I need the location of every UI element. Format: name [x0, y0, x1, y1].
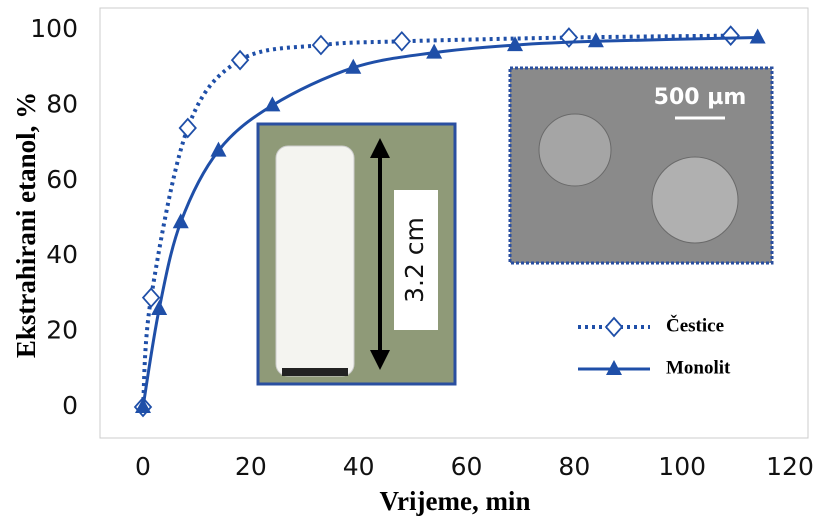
y-axis-label: Ekstrahirani etanol, %	[11, 92, 41, 358]
sem-inset: 500 µm	[508, 66, 774, 265]
annotation: 500 µm	[654, 85, 747, 110]
series-line	[141, 36, 758, 408]
legend-marker	[604, 316, 624, 338]
marker	[141, 287, 161, 309]
marker	[210, 141, 227, 157]
cylinder	[275, 145, 355, 377]
x-tick-label: 60	[451, 452, 483, 481]
marker	[392, 30, 412, 52]
y-tick-label: 60	[46, 165, 78, 194]
y-tick-label: 100	[30, 14, 78, 43]
x-tick-label: 0	[135, 452, 151, 481]
label-box	[394, 190, 438, 330]
y-tick-label: 0	[62, 391, 78, 420]
marker	[311, 34, 331, 56]
marker	[507, 36, 524, 52]
marker	[426, 43, 443, 59]
particle	[538, 113, 612, 187]
legend-marker	[606, 360, 622, 375]
particle	[651, 156, 739, 244]
arrow-head	[370, 350, 390, 370]
x-tick-label: 80	[558, 452, 590, 481]
marker	[587, 32, 604, 48]
plot-frame	[99, 7, 809, 439]
x-axis-label: Vrijeme, min	[380, 486, 531, 516]
marker	[135, 398, 151, 413]
marker	[749, 28, 766, 44]
arrow-head	[370, 138, 390, 158]
marker	[345, 58, 362, 74]
x-tick-label: 20	[235, 452, 267, 481]
x-tick-label: 100	[658, 452, 706, 481]
y-tick-label: 20	[46, 316, 78, 345]
marker	[151, 299, 168, 315]
x-tick-label: 40	[343, 452, 375, 481]
marker	[230, 49, 250, 71]
photo-inset: 3.2 cm	[256, 122, 457, 386]
marker	[172, 213, 189, 229]
legend-label: Monolit	[666, 357, 731, 378]
marker	[721, 25, 740, 47]
x-tick-label: 120	[766, 452, 814, 481]
annotation: 3.2 cm	[400, 217, 429, 303]
cylinder-base	[282, 368, 348, 376]
y-tick-label: 80	[46, 89, 78, 118]
y-tick-label: 40	[46, 240, 78, 269]
marker	[264, 96, 281, 112]
legend-label: Čestice	[666, 314, 724, 336]
marker	[178, 117, 197, 139]
